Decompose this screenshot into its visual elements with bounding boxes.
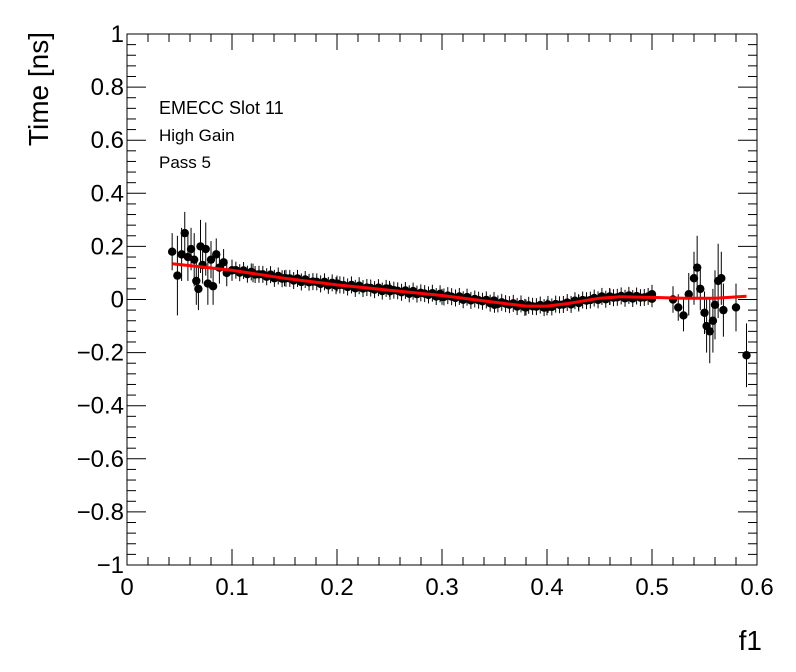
data-point xyxy=(194,284,203,294)
data-point xyxy=(684,289,693,299)
axis-ticks xyxy=(126,33,758,566)
y-axis-title: Time [ns] xyxy=(23,32,54,146)
data-point xyxy=(173,271,182,280)
x-tick-label: 0 xyxy=(120,574,133,601)
y-tick-label: 0 xyxy=(111,287,124,314)
y-tick-label: 0.8 xyxy=(91,74,124,101)
data-point xyxy=(708,316,718,325)
x-tick-label: 0.5 xyxy=(635,574,668,601)
data-point xyxy=(742,351,751,360)
x-tick-label: 0.2 xyxy=(320,574,353,601)
data-point xyxy=(731,303,741,312)
x-axis-title: f1 xyxy=(739,625,762,656)
y-tick-label: 0.6 xyxy=(91,127,124,154)
data-point xyxy=(201,244,210,254)
data-point xyxy=(167,247,177,256)
data-point xyxy=(186,244,196,254)
y-tick-labels: −1 −0.8 −0.6 −0.4 −0.2 0 0.2 0.4 0.6 0.8 1 xyxy=(77,21,124,579)
data-point xyxy=(705,327,714,336)
y-tick-label: −0.4 xyxy=(77,393,124,420)
data-point xyxy=(679,311,688,320)
annotation-gain: High Gain xyxy=(159,126,235,145)
data-points xyxy=(167,228,751,360)
data-point xyxy=(206,255,216,264)
data-point xyxy=(717,274,726,283)
data-point xyxy=(689,274,699,283)
data-point xyxy=(700,308,709,317)
data-point xyxy=(674,303,683,312)
x-tick-label: 0.1 xyxy=(215,574,248,601)
y-tick-label: 0.2 xyxy=(91,233,124,260)
y-tick-label: 0.4 xyxy=(91,180,124,207)
data-point xyxy=(177,250,186,259)
x-tick-label: 0.3 xyxy=(425,574,458,601)
annotation-pass: Pass 5 xyxy=(159,153,211,172)
data-point xyxy=(710,300,720,310)
x-tick-labels: 0 0.1 0.2 0.3 0.4 0.5 0.6 xyxy=(120,574,773,601)
data-point xyxy=(692,263,702,272)
data-point xyxy=(212,250,221,259)
data-point xyxy=(192,276,201,286)
x-tick-label: 0.6 xyxy=(740,574,773,601)
annotation-slot: EMECC Slot 11 xyxy=(159,98,284,118)
data-point xyxy=(696,284,705,294)
data-point xyxy=(719,305,728,315)
data-point xyxy=(190,255,199,264)
data-point xyxy=(183,252,193,262)
fit-line xyxy=(172,262,747,308)
y-tick-label: −0.8 xyxy=(77,499,124,526)
y-tick-label: 1 xyxy=(111,21,124,48)
data-point xyxy=(219,258,228,267)
y-tick-label: −0.2 xyxy=(77,340,124,367)
data-point xyxy=(208,282,218,291)
data-point xyxy=(180,228,189,238)
y-tick-label: −1 xyxy=(97,552,124,579)
y-tick-label: −0.6 xyxy=(77,446,124,473)
x-tick-label: 0.4 xyxy=(530,574,563,601)
